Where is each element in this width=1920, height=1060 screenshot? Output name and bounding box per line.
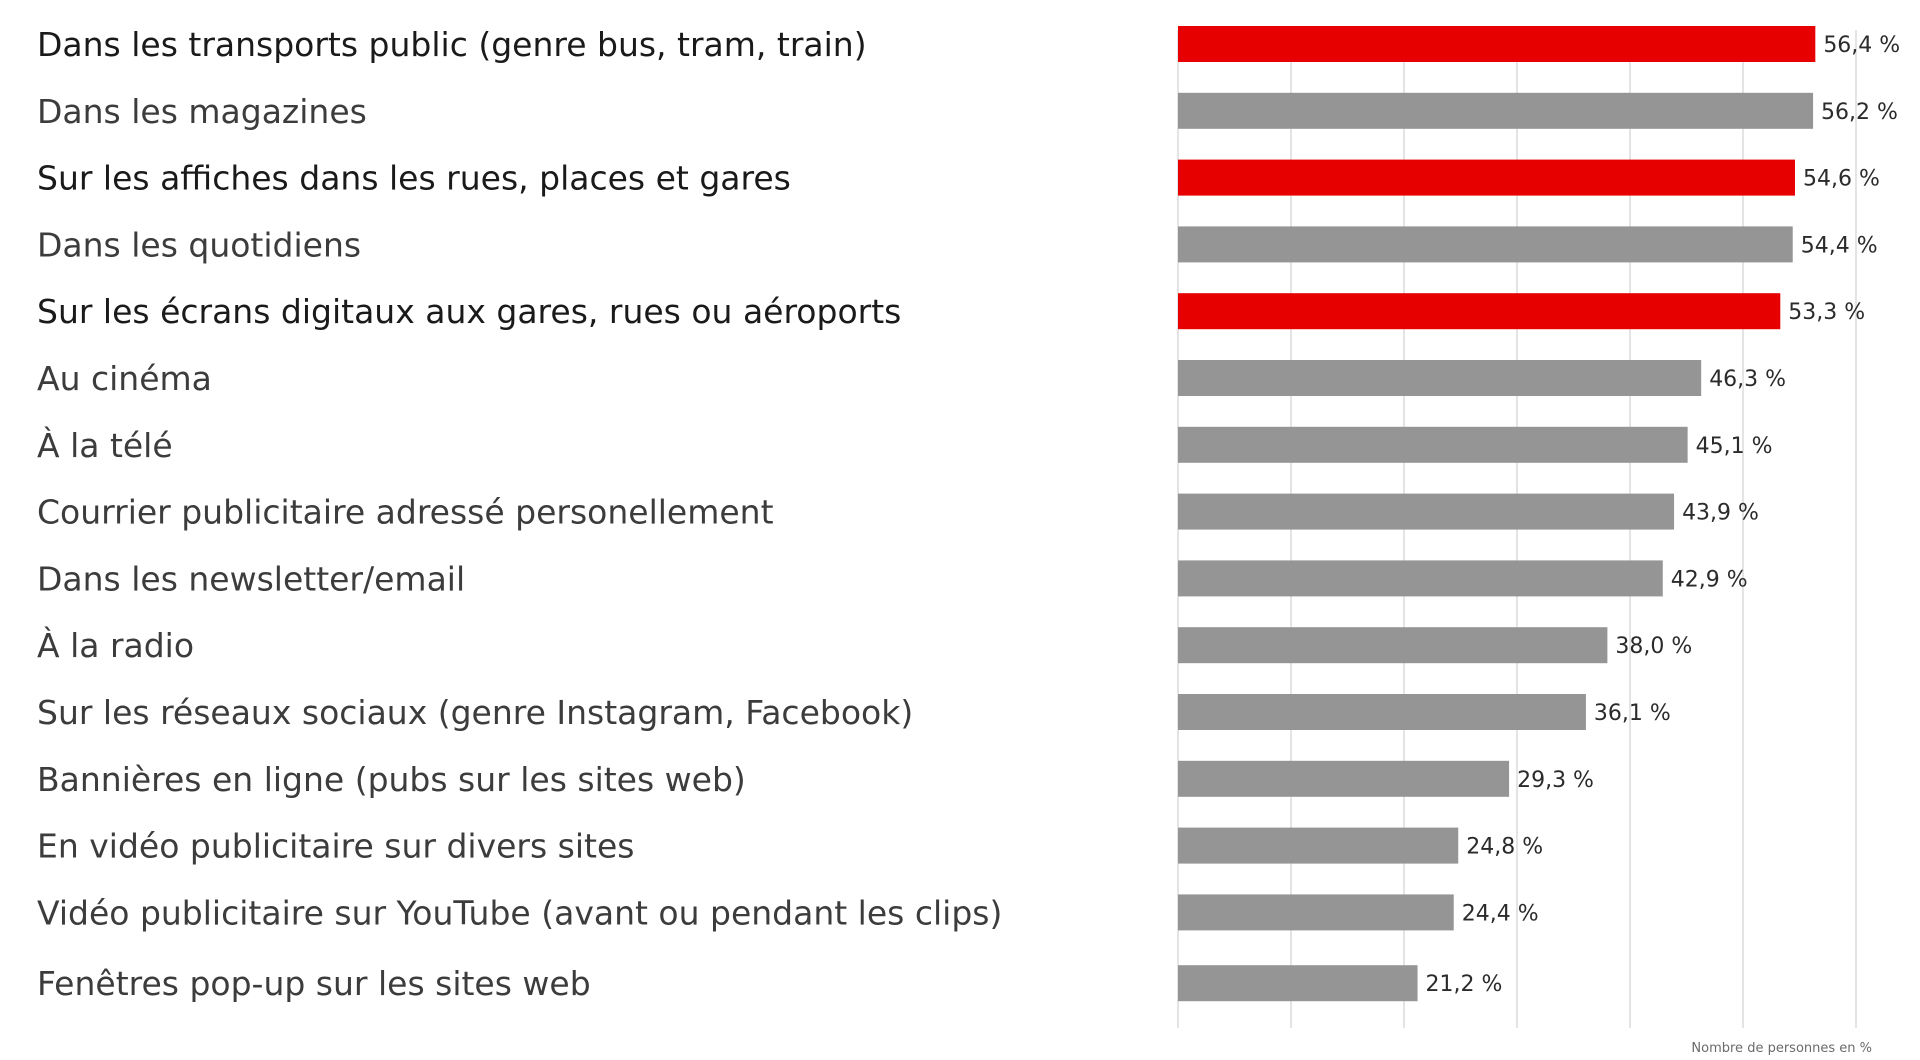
category-label: Dans les quotidiens — [37, 225, 361, 264]
value-label: 29,3 % — [1517, 768, 1594, 793]
bar — [1178, 293, 1781, 330]
x-axis-label: Nombre de personnes en % — [1691, 1041, 1872, 1056]
bar — [1178, 560, 1663, 597]
bar — [1178, 426, 1688, 463]
value-label: 45,1 % — [1696, 434, 1773, 459]
category-label: Au cinéma — [37, 359, 212, 398]
bars — [1178, 26, 1816, 1002]
value-label: 43,9 % — [1682, 501, 1759, 526]
category-label: Bannières en ligne (pubs sur les sites w… — [37, 760, 746, 799]
category-label: Courrier publicitaire adressé personelle… — [37, 493, 774, 532]
category-label: À la télé — [37, 425, 173, 465]
bar — [1178, 26, 1816, 62]
bar — [1178, 827, 1459, 864]
bar — [1178, 965, 1418, 1002]
value-label: 56,4 % — [1823, 33, 1900, 58]
value-label: 21,2 % — [1426, 972, 1503, 997]
bar — [1178, 894, 1454, 931]
bar — [1178, 493, 1675, 530]
category-label: Dans les magazines — [37, 92, 367, 131]
bar — [1178, 226, 1793, 263]
category-label: Sur les écrans digitaux aux gares, rues … — [37, 292, 901, 331]
value-label: 42,9 % — [1671, 567, 1748, 592]
value-label: 36,1 % — [1594, 701, 1671, 726]
bar — [1178, 92, 1814, 129]
value-label: 24,4 % — [1462, 901, 1539, 926]
category-labels: Dans les transports public (genre bus, t… — [37, 25, 1002, 1003]
value-labels: 56,4 % 56,2 % 54,6 % 54,4 % 53,3 % 46,3 % 45,1… — [1426, 33, 1901, 997]
bar — [1178, 627, 1608, 664]
value-label: 56,2 % — [1821, 100, 1898, 125]
value-label: 54,6 % — [1803, 167, 1880, 192]
category-label: Vidéo publicitaire sur YouTube (avant ou… — [37, 893, 1002, 932]
bar — [1178, 159, 1795, 196]
category-label: Fenêtres pop-up sur les sites web — [37, 964, 591, 1003]
category-label: Sur les réseaux sociaux (genre Instagram… — [37, 693, 913, 732]
category-label: Dans les newsletter/email — [37, 559, 465, 598]
bar — [1178, 694, 1586, 730]
value-label: 54,4 % — [1801, 233, 1878, 258]
value-label: 46,3 % — [1709, 367, 1786, 392]
category-label: Dans les transports public (genre bus, t… — [37, 25, 867, 64]
value-label: 38,0 % — [1615, 634, 1692, 659]
bar — [1178, 360, 1702, 396]
value-label: 24,8 % — [1466, 835, 1543, 860]
category-label: À la radio — [37, 625, 194, 665]
category-label: En vidéo publicitaire sur divers sites — [37, 827, 634, 866]
value-label: 53,3 % — [1788, 300, 1865, 325]
bar — [1178, 760, 1510, 797]
category-label: Sur les affiches dans les rues, places e… — [37, 159, 791, 198]
